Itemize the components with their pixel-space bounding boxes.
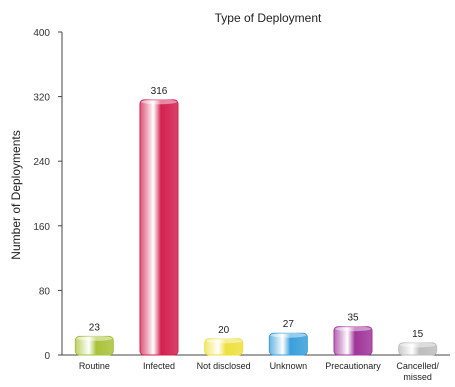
y-axis-label: Number of Deployments [9,130,23,259]
data-label: 27 [283,319,295,330]
data-label: 15 [412,329,424,340]
data-label: 20 [218,325,230,336]
data-label: 23 [89,322,101,333]
y-tick-label: 240 [33,157,50,168]
bar-cap [76,335,113,341]
x-tick-label: missed [403,372,432,382]
y-ticks: 0 80 160 240 320 400 [33,28,62,362]
y-tick-label: 400 [33,28,50,39]
bar [398,342,438,356]
y-tick-label: 80 [39,286,51,297]
x-tick-label: Routine [79,361,110,371]
chart-title: Type of Deployment [215,11,322,25]
y-tick-label: 0 [44,351,50,362]
data-label: 316 [151,86,168,97]
y-tick-label: 160 [33,222,50,233]
bar [268,332,308,356]
bar [74,335,114,356]
x-tick-label: Infected [143,361,175,371]
bar [333,326,373,356]
y-tick-label: 320 [33,93,50,104]
bar-cap [270,332,307,338]
x-tick-labels: Routine Infected Not disclosed Unknown Preca… [79,361,440,382]
bar [139,99,179,356]
bar [204,338,244,356]
x-tick-label: Precautionary [325,361,381,371]
x-tick-label: Cancelled/ [396,361,439,371]
x-tick-label: Not disclosed [197,361,251,371]
x-tick-label: Unknown [270,361,308,371]
bar-cap [399,342,436,348]
bars: 23 316 20 27 35 15 [74,86,438,356]
bar-cap [141,99,177,105]
bar-cap [335,326,371,332]
data-label: 35 [347,313,359,324]
bar-cap [205,338,242,344]
